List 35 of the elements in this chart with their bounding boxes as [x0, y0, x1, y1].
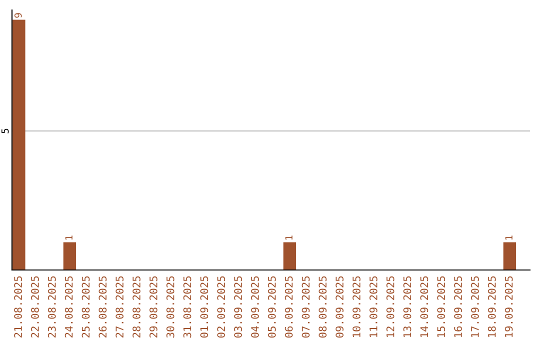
y-tick-label: 5 — [2, 128, 9, 134]
x-tick-label: 28.08.2025 — [132, 276, 140, 338]
data-label: 9 — [14, 13, 22, 18]
x-tick-label: 08.09.2025 — [318, 276, 327, 338]
x-tick-label: 11.09.2025 — [369, 276, 378, 338]
x-tick-label: 17.09.2025 — [471, 276, 479, 338]
x-tick-label: 27.08.2025 — [116, 276, 124, 338]
x-tick-label: 09.09.2025 — [336, 276, 344, 338]
x-tick-label: 07.09.2025 — [302, 276, 310, 338]
x-tick-label: 15.09.2025 — [437, 276, 446, 338]
x-tick-label: 10.09.2025 — [352, 276, 360, 338]
x-tick-label: 21.08.2025 — [14, 276, 22, 338]
x-tick-label: 22.08.2025 — [31, 276, 39, 338]
x-tick-label: 04.09.2025 — [251, 276, 259, 338]
x-tick-label: 30.08.2025 — [166, 276, 174, 338]
x-tick-label: 19.09.2025 — [504, 276, 513, 338]
x-tick-label: 25.08.2025 — [82, 276, 90, 338]
data-label: 1 — [65, 236, 72, 240]
x-tick-label: 18.09.2025 — [488, 276, 496, 338]
x-tick-label: 03.09.2025 — [234, 276, 242, 338]
x-tick-label: 31.08.2025 — [183, 276, 192, 338]
x-tick-label: 23.08.2025 — [48, 276, 56, 338]
x-tick-label: 06.09.2025 — [284, 276, 293, 338]
x-tick-label: 24.08.2025 — [64, 276, 73, 338]
data-label: 1 — [285, 236, 292, 240]
x-tick-label: 02.09.2025 — [217, 276, 226, 338]
x-tick-label: 14.09.2025 — [420, 276, 428, 338]
x-tick-label: 01.09.2025 — [200, 276, 208, 338]
x-tick-label: 12.09.2025 — [386, 276, 394, 338]
x-tick-label: 05.09.2025 — [268, 276, 276, 338]
x-tick-label: 13.09.2025 — [403, 276, 412, 338]
data-label: 1 — [505, 236, 512, 240]
x-tick-label: 26.08.2025 — [98, 276, 107, 338]
x-tick-label: 16.09.2025 — [454, 276, 462, 338]
x-tick-label: 29.08.2025 — [149, 276, 158, 338]
